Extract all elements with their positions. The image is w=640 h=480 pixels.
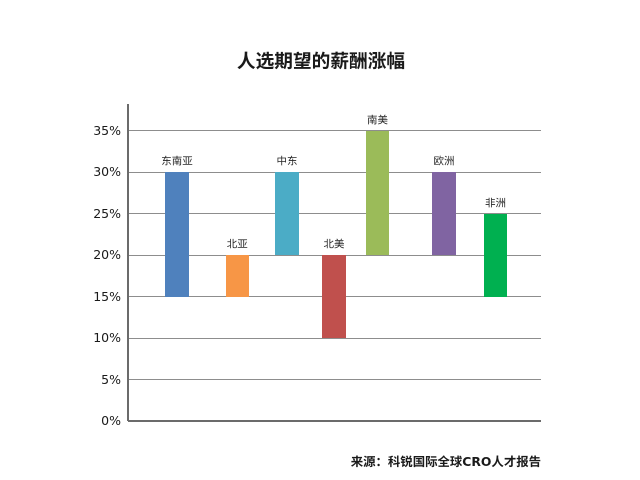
bar [275,172,299,255]
y-tick-label: 10% [93,329,121,345]
chart-title: 人选期望的薪酬涨幅 [236,46,406,74]
bar-category-label: 北亚 [226,236,248,252]
y-tick-label: 35% [93,122,121,138]
y-tick-label: 0% [101,412,121,428]
bar-category-label: 东南亚 [161,153,193,169]
bar [165,172,189,297]
x-axis-line [128,420,541,422]
gridline [128,213,541,214]
y-tick-label: 5% [101,371,121,387]
y-tick-label: 20% [93,246,121,262]
y-tick-label: 25% [93,205,121,221]
bar [483,213,508,297]
gridline [128,130,541,131]
bar-category-label: 非洲 [485,195,506,210]
bar-category-label: 北美 [323,236,345,252]
bar [432,172,456,255]
bar-category-label: 南美 [367,112,388,127]
bar [225,255,250,297]
gridline [128,171,541,173]
source-note: 来源：科锐国际全球CRO人才报告 [350,451,541,470]
bar [365,130,390,255]
y-tick-label: 15% [93,288,121,304]
bar-category-label: 中东 [276,153,298,169]
y-tick-label: 30% [93,163,121,179]
gridline [128,379,541,380]
y-axis-line [127,104,129,421]
gridline [128,337,541,339]
bar-category-label: 欧洲 [433,153,455,169]
bar [322,255,346,338]
